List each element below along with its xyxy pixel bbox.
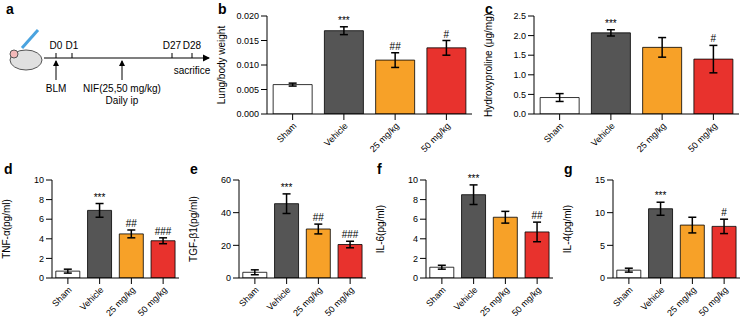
svg-text:***: *** — [281, 182, 293, 193]
svg-text:#: # — [721, 207, 727, 218]
svg-text:10: 10 — [595, 208, 605, 218]
svg-text:Sham: Sham — [611, 285, 635, 309]
svg-text:0: 0 — [39, 273, 44, 283]
svg-text:60: 60 — [221, 175, 231, 185]
svg-text:###: ### — [155, 226, 172, 237]
svg-text:0.020: 0.020 — [236, 11, 259, 21]
svg-text:NIF(25,50 mg/kg): NIF(25,50 mg/kg) — [83, 83, 161, 94]
svg-text:Hydroxyproline (μg/mg): Hydroxyproline (μg/mg) — [483, 13, 494, 117]
svg-text:50 mg/kg: 50 mg/kg — [419, 121, 452, 154]
svg-text:IL-6(pg/ml): IL-6(pg/ml) — [375, 205, 386, 253]
svg-text:0.000: 0.000 — [236, 109, 259, 119]
svg-text:40: 40 — [221, 208, 231, 218]
svg-text:50 mg/kg: 50 mg/kg — [686, 121, 719, 154]
svg-text:***: *** — [338, 15, 350, 26]
svg-text:20: 20 — [221, 241, 231, 251]
svg-text:1.5: 1.5 — [513, 50, 526, 60]
svg-text:0.0: 0.0 — [513, 109, 526, 119]
html-text:g: g — [564, 161, 573, 177]
svg-text:Lung/body weight: Lung/body weight — [216, 26, 227, 105]
svg-text:50 mg/kg: 50 mg/kg — [136, 285, 169, 318]
svg-text:Sham: Sham — [542, 121, 566, 145]
svg-text:***: *** — [655, 190, 667, 201]
svg-text:Vehicle: Vehicle — [78, 285, 106, 313]
svg-text:D1: D1 — [66, 40, 79, 51]
svg-text:Vehicle: Vehicle — [452, 285, 480, 313]
svg-text:##: ## — [531, 210, 543, 221]
svg-text:0.015: 0.015 — [236, 36, 259, 46]
svg-text:6: 6 — [413, 214, 418, 224]
svg-text:50 mg/kg: 50 mg/kg — [697, 285, 730, 318]
svg-text:sacrifice: sacrifice — [174, 65, 211, 76]
svg-text:Daily ip: Daily ip — [106, 95, 139, 106]
svg-text:25 mg/kg: 25 mg/kg — [665, 285, 698, 318]
svg-text:0.005: 0.005 — [236, 85, 259, 95]
html-text:a: a — [6, 1, 14, 17]
svg-text:0.010: 0.010 — [236, 60, 259, 70]
svg-text:4: 4 — [39, 234, 44, 244]
svg-text:10: 10 — [408, 175, 418, 185]
svg-text:BLM: BLM — [46, 83, 67, 94]
svg-text:2: 2 — [413, 254, 418, 264]
svg-text:25 mg/kg: 25 mg/kg — [635, 121, 668, 154]
svg-text:##: ## — [313, 212, 325, 223]
svg-text:25 mg/kg: 25 mg/kg — [368, 121, 401, 154]
svg-text:0: 0 — [600, 273, 605, 283]
html-text:c: c — [485, 1, 493, 17]
svg-text:D0: D0 — [50, 40, 63, 51]
svg-text:25 mg/kg: 25 mg/kg — [291, 285, 324, 318]
svg-text:***: *** — [605, 18, 617, 29]
svg-text:D28: D28 — [183, 40, 202, 51]
svg-text:Sham: Sham — [424, 285, 448, 309]
html-text:d: d — [4, 161, 13, 177]
svg-text:###: ### — [342, 229, 359, 240]
svg-text:6: 6 — [39, 214, 44, 224]
svg-text:IL-4(pg/ml): IL-4(pg/ml) — [562, 205, 573, 253]
svg-text:##: ## — [126, 218, 138, 229]
svg-text:D27: D27 — [163, 40, 182, 51]
svg-text:50 mg/kg: 50 mg/kg — [323, 285, 356, 318]
svg-text:0: 0 — [226, 273, 231, 283]
svg-text:25 mg/kg: 25 mg/kg — [104, 285, 137, 318]
svg-text:1.0: 1.0 — [513, 70, 526, 80]
svg-text:#: # — [711, 33, 717, 44]
svg-text:50 mg/kg: 50 mg/kg — [510, 285, 543, 318]
svg-text:Sham: Sham — [237, 285, 261, 309]
svg-text:TNF-α(pg/ml): TNF-α(pg/ml) — [1, 199, 12, 259]
svg-text:0: 0 — [413, 273, 418, 283]
svg-text:4: 4 — [413, 234, 418, 244]
svg-text:TGF-β1(pg/ml): TGF-β1(pg/ml) — [188, 196, 199, 262]
svg-text:5: 5 — [600, 241, 605, 251]
svg-text:Sham: Sham — [275, 121, 299, 145]
svg-text:0.5: 0.5 — [513, 90, 526, 100]
svg-text:8: 8 — [413, 195, 418, 205]
svg-text:2.5: 2.5 — [513, 11, 526, 21]
svg-text:25 mg/kg: 25 mg/kg — [478, 285, 511, 318]
svg-text:Vehicle: Vehicle — [639, 285, 667, 313]
html-text:e: e — [190, 161, 198, 177]
html-text:b: b — [218, 1, 227, 17]
svg-text:2.0: 2.0 — [513, 31, 526, 41]
svg-text:Vehicle: Vehicle — [322, 121, 350, 149]
svg-text:Vehicle: Vehicle — [265, 285, 293, 313]
svg-text:Sham: Sham — [50, 285, 74, 309]
svg-text:10: 10 — [34, 175, 44, 185]
html-text:f: f — [377, 161, 382, 177]
svg-text:##: ## — [390, 41, 402, 52]
svg-text:8: 8 — [39, 195, 44, 205]
svg-text:***: *** — [94, 192, 106, 203]
svg-text:#: # — [444, 29, 450, 40]
svg-text:***: *** — [468, 173, 480, 184]
svg-text:Vehicle: Vehicle — [589, 121, 617, 149]
svg-text:2: 2 — [39, 254, 44, 264]
svg-text:15: 15 — [595, 175, 605, 185]
